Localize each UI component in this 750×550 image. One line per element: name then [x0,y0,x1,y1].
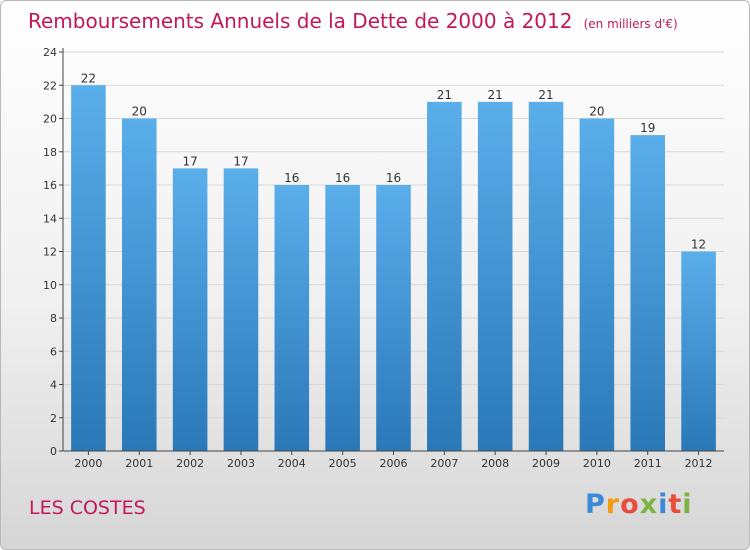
chart-title: Remboursements Annuels de la Dette de 20… [28,9,573,33]
bar-2006 [376,185,411,451]
brand-letter: t [668,489,683,520]
x-tick-label: 2002 [176,457,204,470]
data-label: 17 [182,154,197,168]
x-tick-label: 2006 [380,457,408,470]
data-label: 16 [335,171,350,185]
data-label: 20 [589,105,604,119]
data-label: 21 [538,88,553,102]
x-tick-label: 2011 [634,457,662,470]
brand-letter: i [658,489,669,520]
bar-2008 [477,101,513,451]
bar-2003 [223,168,259,451]
bar-2010 [579,118,615,451]
y-tick-label: 24 [43,46,57,59]
y-tick-label: 0 [50,445,57,458]
bar-2011 [630,135,666,451]
brand-letter: x [639,489,659,520]
x-tick-label: 2005 [329,457,357,470]
data-label: 16 [386,171,401,185]
x-tick-label: 2000 [74,457,102,470]
y-tick-label: 22 [43,79,57,92]
y-tick-label: 16 [43,179,57,192]
chart-unit: (en milliers d'€) [583,17,678,31]
brand-letter: o [620,489,640,520]
y-tick-label: 18 [43,146,57,159]
bar-2001 [121,118,157,451]
brand-letter: i [682,489,693,520]
bar-2000 [71,85,106,451]
brand-letter: r [605,489,621,520]
x-tick-label: 2001 [125,457,153,470]
commune-name: LES COSTES [29,497,146,519]
x-tick-label: 2007 [430,457,458,470]
y-tick-label: 14 [43,212,57,225]
x-tick-label: 2003 [227,457,255,470]
y-tick-label: 6 [50,345,57,358]
y-tick-label: 2 [50,412,57,425]
bar-2004 [274,185,310,451]
data-label: 17 [233,154,248,168]
proxiti-logo: Proxiti [585,489,693,520]
x-tick-label: 2009 [532,457,560,470]
axes [59,48,724,455]
data-label: 20 [132,105,147,119]
y-tick-label: 12 [43,246,57,259]
x-tick-label: 2012 [685,457,713,470]
data-label: 12 [691,238,706,252]
x-tick-label: 2004 [278,457,306,470]
data-label: 22 [81,71,96,85]
bar-2012 [681,251,716,451]
brand-letter: P [585,489,606,520]
x-tick-label: 2008 [481,457,509,470]
y-tick-label: 20 [43,113,57,126]
data-label: 21 [488,88,503,102]
y-tick-label: 8 [50,312,57,325]
bar-2009 [528,101,564,451]
x-tick-label: 2010 [583,457,611,470]
bar-2007 [427,101,462,451]
bars [71,85,716,451]
title-row: Remboursements Annuels de la Dette de 20… [28,9,678,33]
data-label: 16 [284,171,299,185]
data-label: 21 [437,88,452,102]
data-label: 19 [640,121,655,135]
y-tick-label: 10 [43,279,57,292]
y-tick-label: 4 [50,379,57,392]
labels: 0246810121416182022242220002020011720021… [43,46,713,470]
bar-2002 [172,168,208,451]
bar-2005 [325,185,360,451]
